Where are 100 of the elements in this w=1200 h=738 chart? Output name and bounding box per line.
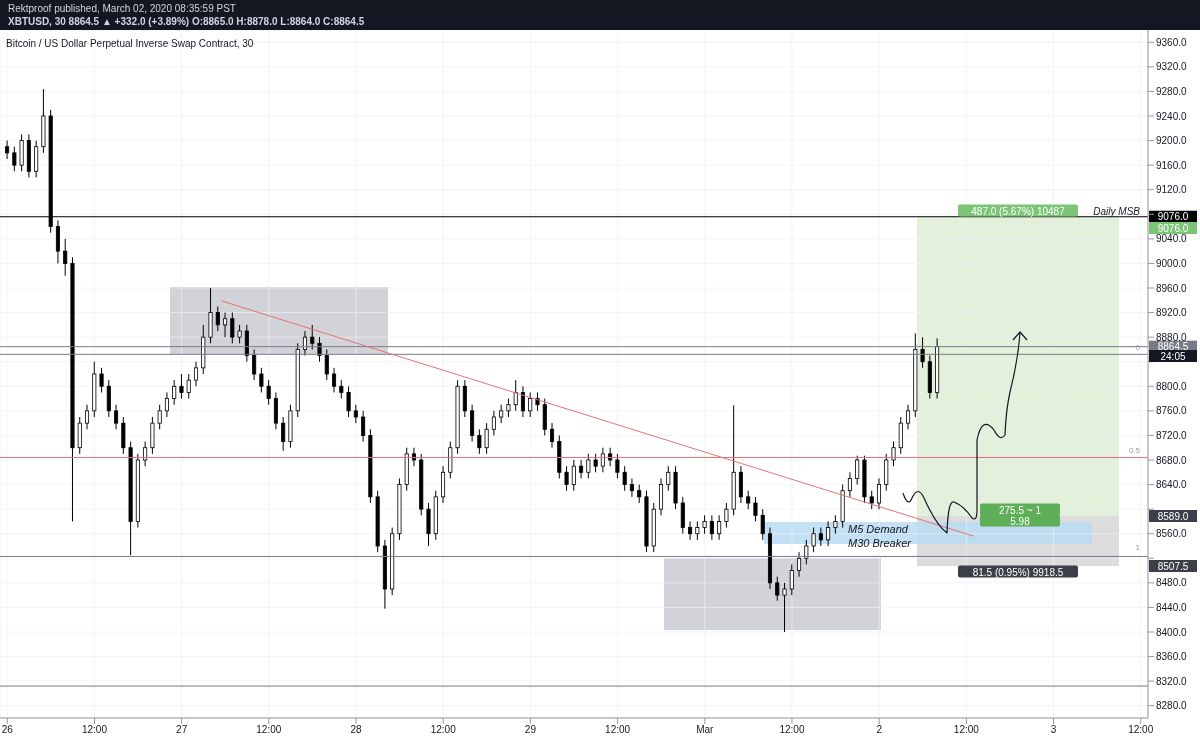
candlestick bbox=[164, 391, 169, 418]
candlestick bbox=[702, 514, 707, 535]
y-tick-label: 8920.0 bbox=[1156, 307, 1188, 319]
candlestick bbox=[753, 496, 758, 522]
y-tick-label: 9280.0 bbox=[1156, 85, 1188, 97]
y-tick-label: 9200.0 bbox=[1156, 135, 1188, 147]
x-tick-label: 12:00 bbox=[256, 724, 282, 736]
price-tag: 24:05 bbox=[1149, 350, 1197, 362]
candlestick bbox=[491, 410, 496, 436]
candlestick bbox=[114, 404, 119, 430]
x-tick-label: 12:00 bbox=[81, 724, 108, 736]
annotation: 0 bbox=[1135, 343, 1141, 352]
candlestick bbox=[811, 527, 816, 553]
candlestick bbox=[223, 312, 228, 338]
candlestick bbox=[920, 336, 925, 369]
candlestick bbox=[724, 502, 729, 529]
candlestick bbox=[579, 459, 584, 479]
y-tick-label: 9040.0 bbox=[1156, 233, 1188, 245]
candlestick bbox=[600, 447, 605, 473]
candlestick bbox=[855, 455, 860, 486]
candlestick bbox=[906, 404, 911, 430]
candlestick bbox=[608, 447, 613, 467]
candlestick bbox=[506, 398, 511, 418]
candlestick bbox=[99, 367, 104, 393]
candlestick bbox=[499, 404, 504, 424]
candlestick bbox=[782, 582, 787, 633]
candlestick bbox=[281, 416, 286, 452]
y-tick-label: 8360.0 bbox=[1156, 651, 1188, 663]
annotation: M30 Breaker bbox=[848, 537, 913, 549]
candlestick bbox=[891, 441, 896, 467]
candlestick bbox=[797, 551, 802, 578]
x-tick-label: 12:00 bbox=[430, 724, 457, 736]
candlestick bbox=[215, 305, 220, 332]
candlestick bbox=[484, 422, 489, 455]
candlestick bbox=[193, 361, 199, 387]
candlestick bbox=[5, 140, 10, 160]
x-tick-label: 12:00 bbox=[779, 724, 805, 736]
candlestick bbox=[12, 146, 17, 172]
candlestick bbox=[869, 490, 874, 510]
candlestick bbox=[172, 379, 177, 406]
annotation: Daily MSB bbox=[1093, 206, 1141, 217]
x-tick-label: 12:00 bbox=[953, 724, 980, 736]
y-tick-label: 8760.0 bbox=[1156, 405, 1188, 417]
candlestick bbox=[528, 391, 533, 418]
text: Rektproof published, March 02, 2020 08:35:59 PST bbox=[8, 2, 237, 15]
candlestick bbox=[361, 410, 366, 443]
y-tick-label: 9320.0 bbox=[1156, 61, 1188, 73]
y-tick-label: 8320.0 bbox=[1156, 675, 1188, 687]
candlestick bbox=[310, 324, 315, 350]
annotation: M5 Demand bbox=[848, 523, 909, 535]
candlestick bbox=[339, 379, 344, 400]
x-tick-label: 2 bbox=[876, 724, 883, 736]
candlestick bbox=[709, 514, 714, 541]
y-tick-label: 9120.0 bbox=[1156, 184, 1188, 196]
candlestick bbox=[593, 453, 598, 473]
annotation: 81.5 (0.95%) 9918.5 bbox=[972, 566, 1064, 578]
candlestick bbox=[84, 404, 90, 430]
candlestick bbox=[411, 447, 416, 467]
candlestick bbox=[157, 404, 162, 430]
candlestick bbox=[760, 508, 765, 541]
price-tag: 8507.5 bbox=[1149, 560, 1197, 572]
candlestick bbox=[332, 367, 337, 393]
candlestick bbox=[346, 385, 351, 418]
candlestick bbox=[789, 563, 794, 596]
candlestick bbox=[237, 324, 242, 344]
ref-line-label: 8864.5 bbox=[1157, 341, 1189, 353]
candlestick bbox=[179, 373, 184, 400]
candlestick bbox=[695, 520, 700, 541]
x-tick-label: 12:00 bbox=[1128, 724, 1154, 736]
price-tag: 8589.0 bbox=[1149, 510, 1197, 522]
x-tick-label: Mar bbox=[696, 724, 715, 736]
y-tick-label: 8720.0 bbox=[1156, 429, 1188, 441]
y-tick-label: 8880.0 bbox=[1156, 331, 1188, 343]
candlestick bbox=[513, 379, 518, 412]
candlestick bbox=[833, 514, 838, 535]
annotation: 487.0 (5.67%) 10487 bbox=[971, 205, 1066, 217]
y-tick-label: 9160.0 bbox=[1156, 159, 1188, 171]
y-tick-label: 8560.0 bbox=[1156, 528, 1188, 540]
y-tick-label: 8400.0 bbox=[1156, 626, 1188, 638]
candlestick bbox=[549, 422, 555, 449]
candlestick bbox=[876, 477, 882, 510]
annotation: 1 bbox=[1135, 543, 1141, 552]
candlestick bbox=[826, 520, 831, 547]
x-tick-label: 28 bbox=[350, 724, 363, 736]
candlestick bbox=[804, 539, 809, 565]
y-tick-label: 8680.0 bbox=[1156, 454, 1188, 466]
candlestick bbox=[688, 520, 693, 541]
candlestick bbox=[324, 348, 329, 381]
x-tick-label: 12:00 bbox=[605, 724, 631, 736]
candlestick bbox=[143, 441, 148, 467]
y-tick-label: 8280.0 bbox=[1156, 700, 1188, 712]
candlestick bbox=[266, 379, 271, 406]
candlestick bbox=[586, 453, 591, 479]
candlestick bbox=[571, 459, 576, 492]
candlestick bbox=[666, 465, 671, 492]
ref-line-label: 9076.0 bbox=[1157, 211, 1189, 223]
x-tick-label: 27 bbox=[176, 724, 188, 736]
candlestick bbox=[775, 576, 780, 602]
candlestick bbox=[230, 312, 235, 344]
candlestick bbox=[520, 385, 525, 418]
